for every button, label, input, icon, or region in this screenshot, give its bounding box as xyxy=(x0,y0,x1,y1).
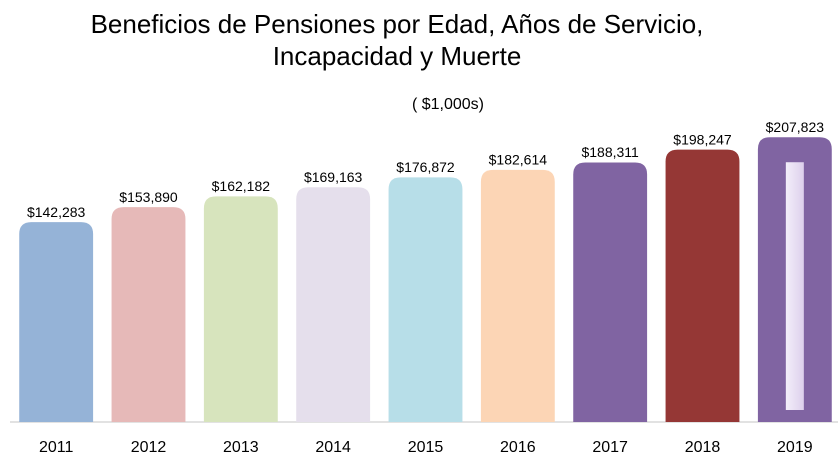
x-tick-label: 2015 xyxy=(408,439,444,456)
value-label: $142,283 xyxy=(27,204,86,220)
bar xyxy=(19,222,94,422)
bar xyxy=(480,169,555,422)
value-label: $162,182 xyxy=(212,178,271,194)
x-tick-label: 2011 xyxy=(39,439,74,456)
bar xyxy=(665,149,740,422)
x-tick-label: 2018 xyxy=(685,439,721,456)
chart-title: Beneficios de Pensiones por Edad, Años d… xyxy=(90,9,704,71)
value-label: $198,247 xyxy=(673,131,732,147)
bar xyxy=(203,196,278,422)
bar-highlight xyxy=(785,162,804,410)
x-tick-label: 2013 xyxy=(223,439,259,456)
value-label: $169,163 xyxy=(304,169,363,185)
x-tick-label: 2014 xyxy=(315,439,351,456)
value-label: $153,890 xyxy=(119,189,178,205)
value-label: $182,614 xyxy=(489,152,548,168)
value-label: $207,823 xyxy=(766,119,825,135)
x-tick-label: 2012 xyxy=(131,439,167,456)
value-label: $188,311 xyxy=(581,144,639,160)
bar xyxy=(296,187,371,422)
bar xyxy=(573,162,648,422)
chart-subtitle: ( $1,000s) xyxy=(412,96,484,113)
bar xyxy=(388,177,463,422)
bar xyxy=(111,207,186,422)
x-tick-label: 2016 xyxy=(500,439,536,456)
value-label: $176,872 xyxy=(396,159,455,175)
x-tick-label: 2017 xyxy=(592,439,628,456)
x-tick-label: 2019 xyxy=(777,439,813,456)
